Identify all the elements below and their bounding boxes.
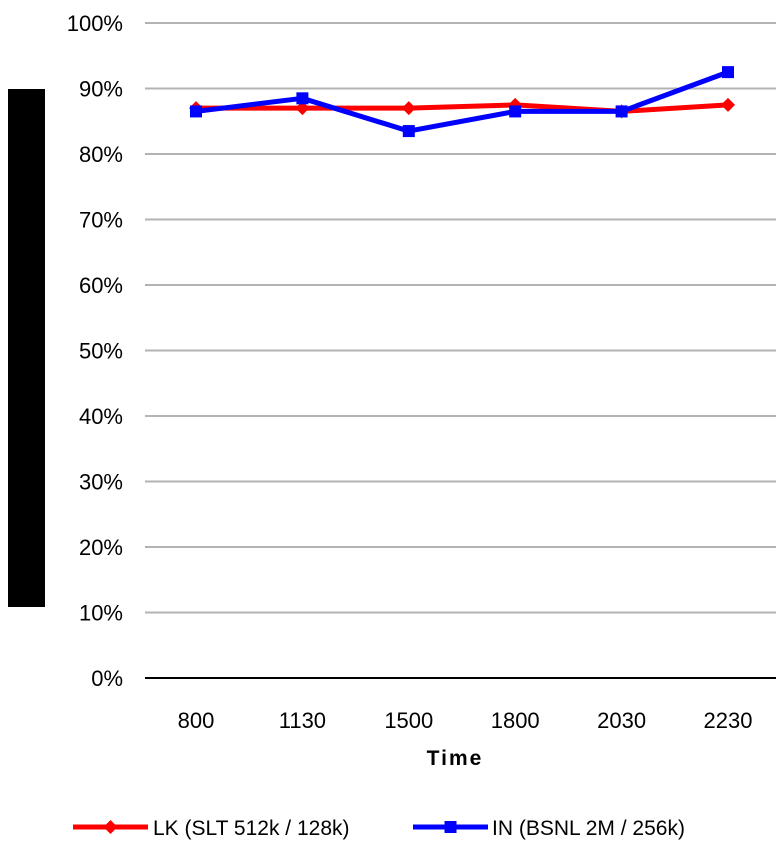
y-tick-label: 40% xyxy=(79,404,123,429)
y-tick-label: 70% xyxy=(79,208,123,233)
y-tick-label: 80% xyxy=(79,142,123,167)
y-tick-label: 10% xyxy=(79,601,123,626)
x-tick-label: 1800 xyxy=(491,708,540,733)
y-tick-label: 90% xyxy=(79,77,123,102)
y-tick-label: 20% xyxy=(79,535,123,560)
series-line xyxy=(195,69,729,134)
legend-marker xyxy=(444,821,457,833)
legend-entry: LK (SLT 512k / 128k) xyxy=(73,817,350,840)
data-point xyxy=(721,97,735,112)
y-tick-label: 0% xyxy=(91,666,123,691)
data-point xyxy=(615,105,628,118)
data-point xyxy=(402,125,415,138)
legend: LK (SLT 512k / 128k) IN (BSNL 2M / 256k) xyxy=(73,817,685,840)
legend-entry: IN (BSNL 2M / 256k) xyxy=(413,817,685,840)
x-tick-label: 2030 xyxy=(597,708,646,733)
legend-label: LK (SLT 512k / 128k) xyxy=(153,817,350,840)
x-axis-title: Time xyxy=(427,747,484,770)
data-point xyxy=(190,105,202,118)
series-line xyxy=(196,102,729,114)
series xyxy=(189,66,735,138)
y-tick-label: 60% xyxy=(79,273,123,298)
x-tick-label: 800 xyxy=(178,708,215,733)
y-tick-label: 50% xyxy=(79,339,123,364)
y-axis-ticks: 0% 10% 20% 30% 40% 50% 60% 70% 80% 90% 100% xyxy=(67,11,123,691)
series-2 xyxy=(190,66,734,138)
gridlines xyxy=(145,22,776,679)
y-tick-label: 100% xyxy=(67,11,123,36)
data-point xyxy=(296,92,309,105)
data-point xyxy=(401,101,416,116)
x-axis-ticks: 800 1130 1500 1800 2030 2230 xyxy=(178,708,753,733)
x-tick-label: 1130 xyxy=(279,708,326,733)
x-tick-label: 2230 xyxy=(704,708,753,733)
y-tick-label: 30% xyxy=(79,470,123,495)
legend-marker xyxy=(103,820,118,834)
data-point xyxy=(509,105,522,118)
legend-label: IN (BSNL 2M / 256k) xyxy=(492,817,685,840)
x-tick-label: 1500 xyxy=(384,708,433,733)
redaction-box xyxy=(8,89,45,607)
data-point xyxy=(295,101,310,116)
data-point xyxy=(722,66,734,79)
